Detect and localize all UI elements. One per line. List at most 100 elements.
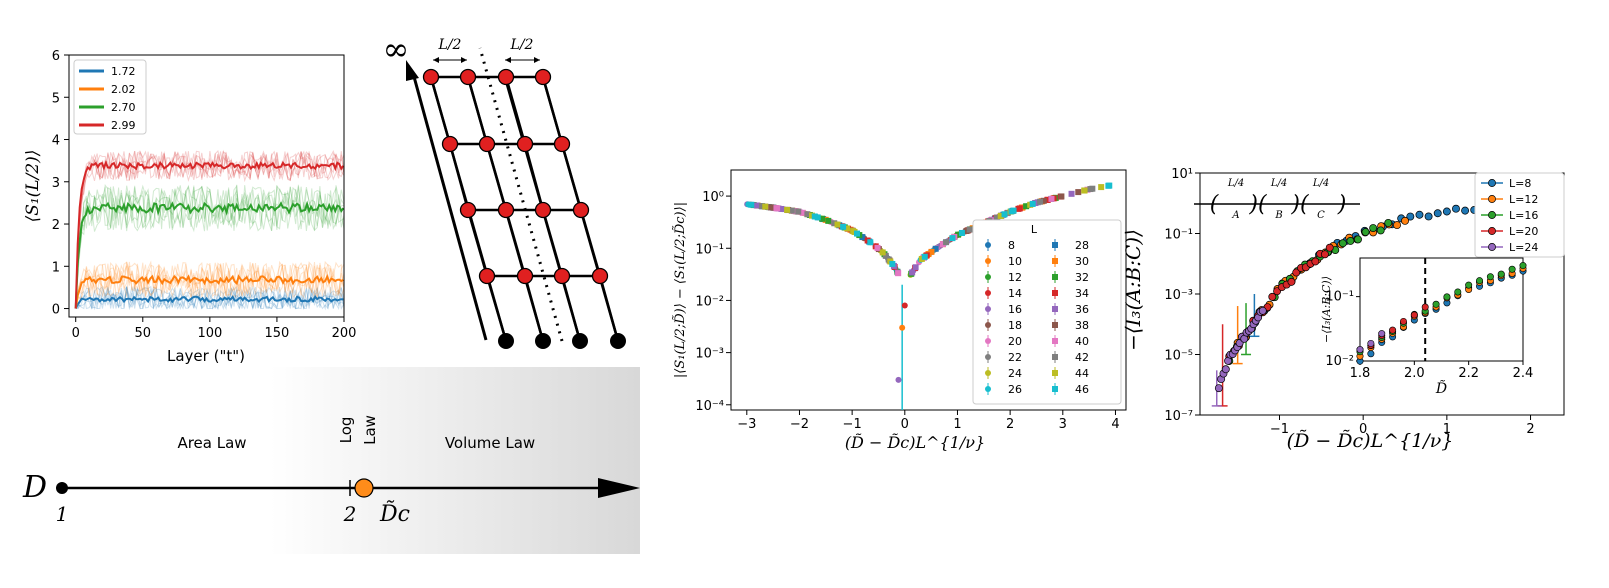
panel-a-trajectory-2.70 bbox=[75, 184, 344, 309]
panel-b-legend-marker bbox=[1052, 386, 1058, 392]
panel-b-legend-label: 20 bbox=[1008, 335, 1022, 348]
inset-point-L=16 bbox=[1454, 288, 1462, 296]
panel-b-legend-label: 36 bbox=[1075, 303, 1089, 316]
panel-b-legend-box bbox=[972, 219, 1122, 405]
panel-b-legend-label: 42 bbox=[1075, 351, 1089, 364]
panel-b-point-42 bbox=[758, 203, 765, 210]
inset-xtick-label: 1.8 bbox=[1350, 366, 1371, 381]
panel-b-legend: L 8 10 12 14 16 18 20 22 24 26 28 30 32 34 36 38 40 42 44 46 bbox=[972, 219, 1122, 405]
panel-c-point-L=12 bbox=[1401, 216, 1409, 225]
panel-b-point-44 bbox=[997, 212, 1004, 219]
panel-b-legend-label: 46 bbox=[1075, 383, 1089, 396]
panel-a-ytick-label: 3 bbox=[52, 176, 60, 191]
panel-b-xtick-label: 3 bbox=[1059, 417, 1067, 432]
panel-b-legend-marker bbox=[1052, 370, 1058, 376]
tick-2-label: 2 bbox=[343, 502, 357, 526]
lattice-qubit-node bbox=[572, 333, 588, 349]
panel-b-xlabel: (D̃ − D̃c)L^{1/ν} bbox=[845, 433, 985, 452]
panel-b-legend-label: 24 bbox=[1008, 367, 1022, 380]
panel-a-ytick-label: 6 bbox=[52, 49, 60, 64]
half-span-arrowhead bbox=[534, 57, 540, 63]
critical-point-marker bbox=[354, 478, 374, 498]
panel-b-legend-marker bbox=[1052, 306, 1058, 312]
panel-b-point-46 bbox=[853, 230, 860, 237]
panel-b-xtick-label: 1 bbox=[953, 417, 961, 432]
panel-b-outlier bbox=[901, 302, 908, 309]
panel-c-point-L=8 bbox=[1461, 206, 1470, 215]
panel-b-point-32 bbox=[1023, 203, 1030, 210]
d-axis-arrowhead bbox=[598, 478, 640, 498]
panel-a-ytick-label: 0 bbox=[52, 303, 60, 318]
inset-point-L=8 bbox=[1367, 350, 1375, 358]
panel-c-point-L=16 bbox=[1354, 235, 1362, 244]
panel-a-trajectory-1.72 bbox=[75, 286, 344, 311]
panel-c-point-L=12 bbox=[1393, 221, 1401, 230]
panel-a-xtick-label: 200 bbox=[332, 326, 357, 341]
inset-point-L=16 bbox=[1486, 273, 1494, 281]
panel-c-legend-label: L=8 bbox=[1509, 177, 1531, 190]
panel-b-point-28 bbox=[932, 245, 939, 252]
panel-b-point-32 bbox=[819, 215, 826, 222]
panel-c-point-L=8 bbox=[1406, 212, 1415, 221]
lattice-bond bbox=[485, 143, 508, 211]
panel-b-point-36 bbox=[912, 264, 919, 271]
panel-b-outlier bbox=[899, 324, 906, 331]
lattice-gate-node bbox=[497, 201, 515, 219]
panel-b-legend-marker bbox=[1052, 242, 1058, 248]
critical-d-label: D̃c bbox=[379, 501, 410, 527]
inset-point-L=20 bbox=[1410, 311, 1418, 319]
scheme-bracket: )( bbox=[1290, 192, 1309, 217]
panel-b-point-40 bbox=[799, 209, 806, 216]
inset-xlabel: D̃ bbox=[1435, 379, 1447, 397]
panel-c-point-L=20 bbox=[1292, 268, 1301, 277]
panel-b-legend-marker bbox=[985, 274, 991, 280]
panel-c-ytick-label: 10⁻⁷ bbox=[1164, 409, 1193, 424]
panel-b-point-46 bbox=[1001, 211, 1008, 218]
panel-a-ytick-label: 1 bbox=[52, 260, 60, 275]
panel-b-legend-marker bbox=[1052, 258, 1058, 264]
panel-c-point-L=20 bbox=[1325, 243, 1334, 252]
cut-line bbox=[478, 47, 564, 342]
panel-c-point-L=8 bbox=[1452, 204, 1460, 213]
panel-b-xtick-label: 4 bbox=[1111, 417, 1119, 432]
panel-b-legend-label: 28 bbox=[1075, 239, 1089, 252]
panel-b-point-30 bbox=[928, 248, 935, 255]
lattice-bond bbox=[504, 76, 527, 145]
panel-c-point-L=16 bbox=[1346, 237, 1355, 245]
panel-b-point-46 bbox=[1029, 200, 1036, 207]
panel-b-xtick-label: −2 bbox=[790, 417, 809, 432]
lattice-bond bbox=[541, 209, 564, 277]
panel-a-ytick-label: 2 bbox=[52, 218, 60, 233]
lattice-bond bbox=[523, 143, 545, 211]
inset-point-L=20 bbox=[1399, 317, 1407, 325]
panel-b-ytick-label: 10⁻³ bbox=[695, 347, 724, 362]
tick-1-label: 1 bbox=[56, 502, 69, 526]
inset-ytick-label: 10⁻¹ bbox=[1325, 290, 1354, 305]
panel-b-point-42 bbox=[993, 214, 1000, 221]
panel-c-point-L=16 bbox=[1384, 218, 1393, 227]
scheme-bracket: ( bbox=[1210, 192, 1219, 217]
panel-a-xtick-label: 100 bbox=[197, 326, 222, 341]
panel-a-trajectory-2.70 bbox=[75, 185, 344, 309]
inset-ylabel: −⟨I₃(A:B:C)⟩ bbox=[1320, 276, 1333, 343]
panel-b-legend-marker bbox=[985, 386, 991, 392]
lattice-gate-node bbox=[459, 201, 477, 219]
panel-a-entanglement-vs-layer: 0 50 100 150 200 0 1 2 3 4 5 6 Layer ("t") ⟨S₁(L/2)… bbox=[23, 49, 356, 365]
panel-c-ytick-label: 10⁻⁵ bbox=[1164, 349, 1193, 364]
inset-frame bbox=[1359, 257, 1524, 362]
panel-a-trajectory-2.70 bbox=[75, 184, 344, 309]
lattice-gate-node bbox=[441, 135, 459, 153]
panel-b-point-34 bbox=[1044, 196, 1051, 203]
panel-b-legend-label: 22 bbox=[1008, 351, 1022, 364]
panel-a-trajectory-1.72 bbox=[75, 286, 344, 311]
panel-b-point-46 bbox=[949, 235, 956, 242]
panel-b-ytick-label: 10⁻¹ bbox=[695, 242, 724, 257]
panel-a-xtick-label: 150 bbox=[265, 326, 290, 341]
panel-c-legend-label: L=20 bbox=[1509, 225, 1538, 238]
panel-b-legend-label: 40 bbox=[1075, 335, 1089, 348]
panel-b-legend-label: 10 bbox=[1008, 255, 1022, 268]
half-label-left: L/2 bbox=[438, 37, 462, 53]
panel-a-series-1.72 bbox=[74, 294, 344, 309]
half-span-arrowhead bbox=[505, 57, 511, 63]
